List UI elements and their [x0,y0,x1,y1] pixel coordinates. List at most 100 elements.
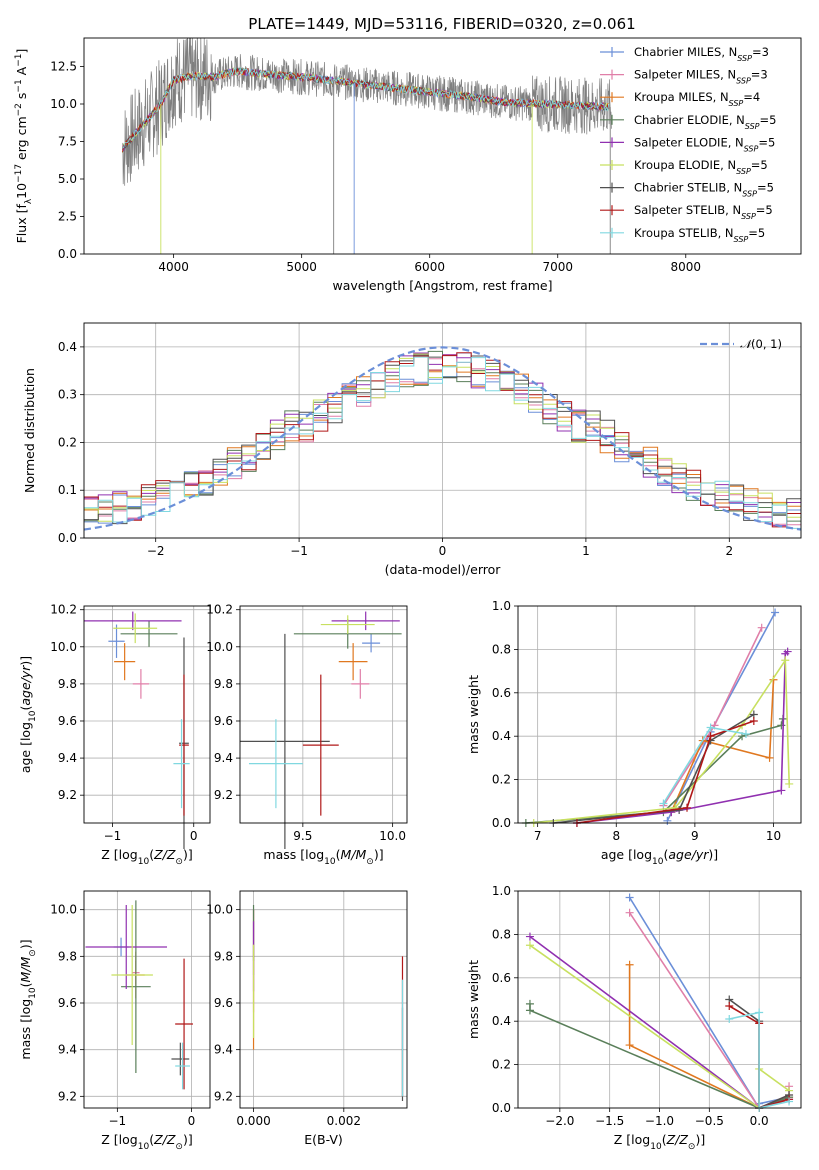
x-tick-label: 0 [188,1114,196,1128]
y-tick-label: 10.2 [206,603,233,617]
x-tick-label: 0 [190,829,198,843]
weight-marker [625,960,634,969]
weight-marker [625,893,634,902]
weight-marker [755,1008,764,1017]
y-tick-label: 0.8 [492,642,511,656]
normal-curve [83,346,802,531]
y-label-part: ( [18,982,33,987]
weight-marker [683,803,692,812]
y-tick-label: 0.2 [492,1058,511,1072]
weight-marker [777,786,786,795]
legend-text: Chabrier STELIB, N [634,181,742,195]
legend-sub: SSP [729,99,744,108]
x-label-part: Z/Z [666,1132,689,1147]
x-label-part: ⊙ [175,1142,183,1152]
y-tick-label: 9.6 [58,714,77,728]
y-tick-label: 9.4 [214,1043,233,1057]
x-tick-label: 5000 [286,260,317,274]
y-label-part: ] [14,49,29,54]
x-label-part: )] [183,1132,193,1147]
y-tick-label: 0.0 [58,247,77,261]
x-label-part: ⊙ [688,1142,696,1152]
y-label-part: λ [24,198,34,204]
legend-entry: Kroupa ELODIE, NSSP=5 [634,158,768,176]
x-label-part: age/yr [668,847,709,862]
weight-marker [741,730,750,739]
x-tick-label: 10 [766,829,781,843]
y-tick-label: 0.1 [58,483,77,497]
y-axis-label: mass weight [466,960,481,1039]
y-tick-label: 10.0 [206,903,233,917]
x-tick-label: −1.0 [645,1114,674,1128]
x-axis-label: E(B-V) [304,1132,343,1147]
legend-sub: SSP [744,144,759,153]
mass_vs_Z-frame [83,890,211,1109]
y-axis-label: mass [log10(M/M⊙)] [18,939,38,1059]
axes-age_vs_mass: 9.5 10.0 9.2 9.4 9.6 9.8 10.0 10.2 mass [log10(M… [206,603,408,867]
weight-marker [706,732,715,741]
y-tick-label: 9.2 [214,1089,233,1103]
legend-sub: SSP [737,54,752,63]
x-tick-label: 8000 [670,260,701,274]
x-label-part: ( [149,847,154,862]
weight-marker [525,1006,534,1015]
y-label-part: Flux [f [14,204,29,244]
x-tick-label: 6000 [414,260,445,274]
legend-text: Kroupa ELODIE, N [634,158,736,172]
x-tick-label: −2.0 [545,1114,574,1128]
x-label-part: 10 [138,1142,150,1152]
y-axis-label: Flux [fλ10−17 erg cm−2 s−1 A−1] [14,49,34,244]
y-label-part: 10 [28,987,38,999]
weight-marker [757,623,766,632]
weight-series [670,679,775,813]
legend-entry: Chabrier STELIB, NSSP=5 [634,181,774,199]
y-tick-label: 0.2 [58,435,77,449]
x-tick-label: 1 [582,544,590,558]
x-label-part: (data-model)/error [385,562,502,577]
y-tick-label: 5.0 [58,172,77,186]
x-tick-label: 7000 [542,260,573,274]
legend-entry: 𝒩(0, 1) [740,337,782,351]
age_vs_mass-frame [239,605,408,824]
y-tick-label: 10.0 [206,640,233,654]
x-tick-label: 2 [725,544,733,558]
x-tick-label: 9 [691,829,699,843]
x-label-part: )] [695,1132,705,1147]
y-tick-label: 0.8 [492,927,511,941]
y-tick-label: 9.4 [214,751,233,765]
weight-marker [783,647,792,656]
model-spectrum [122,67,610,153]
y-tick-label: 9.2 [214,788,233,802]
y-label-part: ( [18,706,33,711]
y-label-part: −1 [14,54,24,67]
x-label-part: )] [374,847,384,862]
x-label-part: Z/Z [153,1132,176,1147]
x-tick-label: 0.002 [327,1114,361,1128]
y-label-part: M/M [18,956,33,982]
weight-series [576,720,755,824]
y-tick-label: 9.8 [214,949,233,963]
legend-entry: Kroupa MILES, NSSP=4 [634,90,760,108]
x-tick-label: 4000 [158,260,189,274]
y-label-part: mass [log [18,999,33,1060]
residuals-frame [83,322,802,539]
weight-marker [781,656,790,665]
legend-entry: Salpeter ELODIE, NSSP=5 [634,135,775,153]
legend-tail: =5 [748,226,765,240]
y-tick-label: 9.6 [58,996,77,1010]
axes-age_vs_Z: −1 09.29.49.69.810.010.2Z [log10(Z/Z⊙)]ag… [18,603,211,867]
x-axis-label: (data-model)/error [385,562,502,577]
y-tick-label: 9.8 [58,677,77,691]
weight_vs_Z-frame [517,890,802,1109]
weight-series [576,651,789,824]
weight-series [662,726,747,804]
y-tick-label: 1.0 [492,599,511,613]
legend-sub: SSP [736,76,751,85]
legend-entry: Chabrier MILES, NSSP=3 [634,45,769,63]
legend-tail: =5 [758,135,775,149]
y-label-part: Normed distribution [22,368,37,493]
weight-marker [625,908,634,917]
y-axis-label: age [log10(age/yr)] [18,656,38,773]
x-label-part: ⊙ [175,857,183,867]
